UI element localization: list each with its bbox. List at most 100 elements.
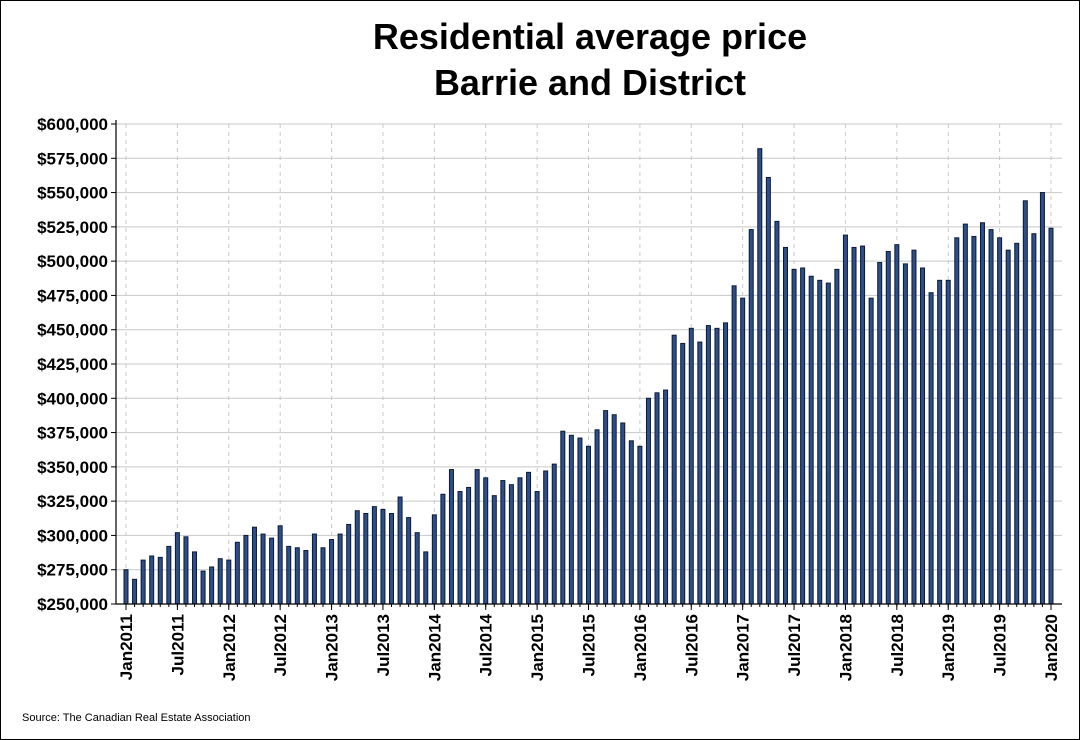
bar — [123, 569, 129, 605]
bar — [868, 297, 874, 605]
bar — [680, 342, 686, 605]
bar — [637, 445, 643, 605]
bar — [346, 523, 352, 605]
bar — [748, 229, 754, 605]
bar — [260, 533, 266, 605]
bar — [294, 547, 300, 605]
bar — [534, 491, 540, 605]
bar — [979, 222, 985, 605]
bar — [551, 463, 557, 605]
bar — [894, 244, 900, 605]
bar — [834, 268, 840, 605]
x-tick-label: Jul2017 — [785, 614, 804, 676]
bar — [448, 469, 454, 605]
x-tick-label: Jul2019 — [991, 614, 1010, 676]
bar — [740, 297, 746, 605]
bar — [937, 279, 943, 605]
bar — [920, 267, 926, 605]
x-tick-label: Jan2018 — [836, 614, 855, 681]
bar — [269, 537, 275, 605]
x-tick-label: Jul2018 — [888, 614, 907, 676]
y-tick-label: $400,000 — [37, 389, 108, 408]
y-tick-label: $250,000 — [37, 595, 108, 614]
chart-title-line-2: Barrie and District — [433, 62, 747, 103]
bar — [543, 470, 549, 605]
bar — [671, 334, 677, 605]
bar — [226, 559, 232, 605]
bar — [457, 491, 463, 605]
bar — [586, 445, 591, 605]
bar — [945, 279, 951, 605]
bar — [251, 526, 257, 605]
bar — [389, 512, 395, 605]
bar — [491, 495, 497, 605]
bar — [971, 235, 977, 605]
bar — [329, 539, 335, 605]
y-tick-label: $325,000 — [37, 492, 108, 511]
bar — [628, 440, 634, 605]
bar — [380, 508, 386, 605]
x-tick-label: Jan2020 — [1042, 614, 1061, 681]
bar — [688, 327, 694, 605]
bar — [286, 545, 292, 605]
bar — [902, 263, 908, 605]
bar — [414, 532, 420, 605]
y-tick-label: $300,000 — [37, 526, 108, 545]
bar — [149, 555, 155, 605]
y-tick-label: $275,000 — [37, 561, 108, 580]
bar — [1031, 233, 1037, 605]
bar — [526, 471, 532, 605]
bar — [723, 322, 729, 605]
x-tick-label: Jul2012 — [271, 614, 290, 676]
bar — [594, 429, 600, 605]
bar — [483, 477, 489, 605]
bar — [303, 550, 309, 605]
bar — [731, 285, 737, 605]
bar — [705, 325, 711, 605]
bar — [560, 430, 566, 605]
bar — [620, 422, 626, 605]
bar — [817, 279, 823, 605]
bar — [962, 223, 968, 605]
bar — [1039, 192, 1045, 605]
chart-title: Residential average price Barrie and Dis… — [100, 14, 1080, 106]
bar — [877, 262, 883, 605]
x-tick-label: Jan2011 — [117, 614, 136, 680]
bar — [217, 558, 223, 605]
bar — [174, 532, 180, 605]
bar — [1048, 227, 1054, 605]
bar — [611, 414, 617, 605]
x-tick-label: Jul2014 — [477, 613, 496, 676]
y-tick-label: $525,000 — [37, 218, 108, 237]
bar — [140, 559, 146, 605]
y-tick-label: $425,000 — [37, 355, 108, 374]
x-tick-label: Jan2016 — [631, 614, 650, 681]
bar — [1022, 200, 1028, 605]
bar — [791, 268, 797, 605]
y-tick-label: $600,000 — [37, 115, 108, 134]
bar — [697, 341, 703, 605]
x-tick-label: Jan2013 — [323, 614, 342, 681]
bar — [406, 517, 412, 605]
bar — [954, 237, 960, 605]
bar — [825, 282, 831, 605]
y-tick-label: $550,000 — [37, 184, 108, 203]
bar — [654, 392, 660, 605]
source-note: Source: The Canadian Real Estate Associa… — [22, 712, 251, 724]
bar — [132, 578, 138, 605]
bar — [997, 237, 1003, 605]
bar — [371, 506, 377, 605]
bar — [517, 477, 523, 605]
y-tick-label: $350,000 — [37, 458, 108, 477]
bar — [663, 389, 669, 605]
bar — [166, 545, 172, 605]
bar — [645, 397, 651, 605]
y-tick-label: $500,000 — [37, 252, 108, 271]
bar — [774, 220, 780, 605]
bar — [320, 547, 326, 605]
bar — [440, 493, 446, 605]
x-tick-label: Jan2015 — [528, 614, 547, 681]
y-tick-label: $475,000 — [37, 286, 108, 305]
bar — [397, 496, 403, 605]
